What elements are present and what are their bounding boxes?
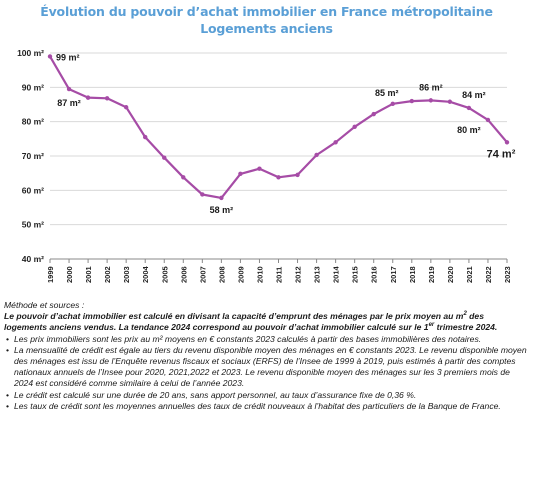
y-tick-label: 60 m² [22, 185, 44, 195]
data-point [219, 195, 224, 201]
data-point [66, 86, 72, 92]
data-point [352, 124, 357, 130]
note-bullet: Les taux de crédit sont les moyennes ann… [6, 401, 529, 412]
x-tick-label: 2009 [236, 266, 245, 283]
data-label: 86 m² [419, 82, 443, 92]
data-point [162, 155, 167, 160]
axis-layer: 40 m² 50 m² 60 m² 70 m² 80 m² 90 m² 100 m² 1999… [17, 48, 512, 283]
notes-intro: Le pouvoir d’achat immobilier est calcul… [4, 311, 498, 333]
data-label: 87 m² [57, 98, 81, 108]
x-tick-label: 2010 [255, 266, 264, 283]
data-point [466, 105, 472, 111]
note-bullet: La mensualité de crédit est égale au tie… [6, 345, 529, 390]
data-point [409, 98, 414, 104]
data-point [314, 152, 319, 158]
x-tick-label: 2018 [408, 266, 417, 283]
data-point [257, 166, 262, 171]
x-tick-label: 2007 [198, 266, 207, 283]
data-point [333, 140, 338, 145]
line-chart: 40 m² 50 m² 60 m² 70 m² 80 m² 90 m² 100 m² 1999… [17, 48, 516, 283]
data-point [181, 175, 186, 180]
x-tick-label: 2005 [160, 266, 169, 283]
data-label: 85 m² [375, 88, 399, 98]
data-point [104, 96, 110, 101]
x-tick-label: 2008 [217, 266, 226, 283]
data-point [390, 101, 395, 107]
x-tick-label: 2002 [103, 266, 112, 283]
x-tick-label: 2019 [427, 266, 436, 283]
y-tick-label: 50 m² [22, 220, 44, 230]
chart-subtitle: Logements anciens [200, 21, 333, 36]
y-tick-label: 100 m² [17, 48, 44, 58]
x-tick-label: 2022 [484, 266, 493, 283]
chart-title: Évolution du pouvoir d’achat immobilier … [40, 4, 493, 19]
x-tick-label: 2017 [389, 266, 398, 283]
x-tick-label: 2013 [313, 266, 322, 283]
x-tick-label: 2014 [332, 265, 341, 283]
data-label: 99 m² [56, 52, 80, 62]
data-label: 84 m² [462, 90, 486, 100]
data-point [85, 95, 91, 100]
x-tick-label: 2000 [65, 266, 74, 283]
data-point [47, 54, 53, 59]
x-tick-label: 2023 [503, 266, 512, 283]
data-point [123, 105, 129, 110]
x-tick-label: 2003 [122, 266, 131, 283]
data-point [485, 117, 491, 123]
x-tick-label: 2015 [351, 266, 360, 283]
data-label: 80 m² [457, 125, 481, 135]
x-tick-label: 2006 [179, 266, 188, 283]
data-point [371, 111, 376, 117]
x-tick-label: 2016 [370, 266, 379, 283]
x-tick-label: 2011 [275, 267, 284, 283]
x-tick-label: 2001 [84, 266, 93, 283]
x-tick-label: 2020 [446, 266, 455, 283]
data-point [276, 175, 281, 180]
data-point [238, 171, 243, 177]
notes-heading: Méthode et sources : [4, 300, 85, 310]
data-point [428, 98, 434, 103]
notes-section: Méthode et sources : Le pouvoir d’achat … [4, 300, 529, 412]
note-bullet: Le crédit est calculé sur une durée de 2… [6, 390, 529, 401]
label-layer: 99 m² 87 m² 58 m² 85 m² 86 m² 84 m² 80 m² 74 m² [56, 52, 516, 214]
y-tick-label: 40 m² [22, 254, 44, 264]
data-point [447, 99, 453, 104]
x-tick-label: 2004 [141, 265, 150, 283]
point-layer [47, 54, 510, 201]
x-tick-label: 2021 [465, 266, 474, 283]
x-tick-label: 1999 [46, 266, 55, 283]
y-tick-label: 80 m² [22, 117, 44, 127]
data-label: 74 m² [487, 148, 516, 160]
note-bullet: Les prix immobiliers sont les prix au m²… [6, 334, 529, 345]
data-point [504, 140, 510, 145]
data-point [295, 172, 300, 178]
y-tick-label: 90 m² [22, 82, 44, 92]
x-tick-label: 2012 [294, 266, 303, 283]
notes-list: Les prix immobiliers sont les prix au m²… [4, 334, 529, 413]
y-tick-label: 70 m² [22, 151, 44, 161]
data-label: 58 m² [210, 205, 234, 215]
data-point [143, 134, 148, 140]
data-point [200, 192, 205, 197]
